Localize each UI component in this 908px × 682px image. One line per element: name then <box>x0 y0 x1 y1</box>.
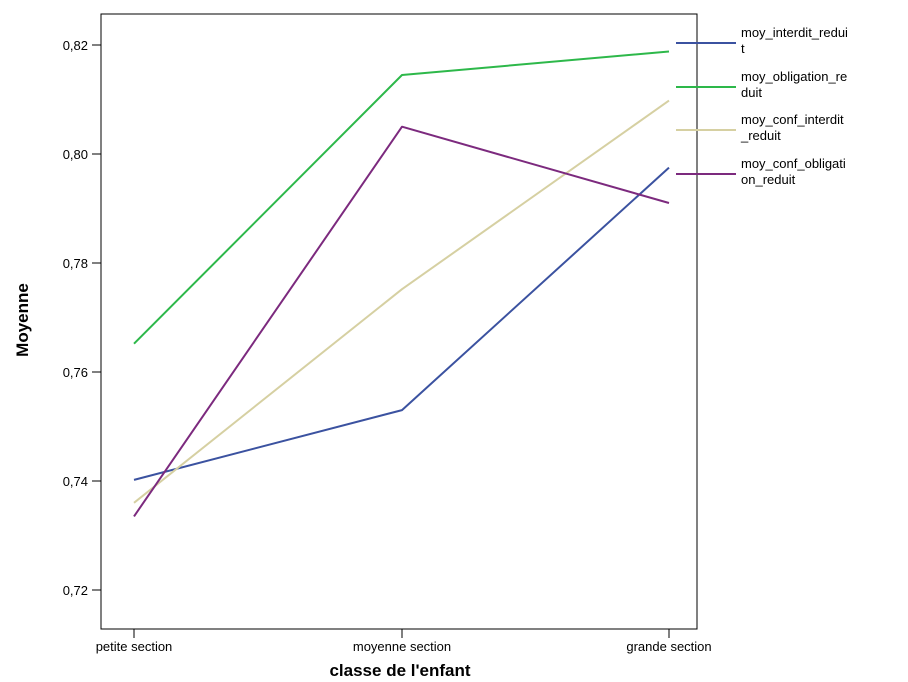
y-axis-title: Moyenne <box>13 283 32 357</box>
series-lines <box>133 50 670 517</box>
legend-label: duit <box>741 85 762 100</box>
x-tick-label: petite section <box>96 639 173 654</box>
y-tick-label: 0,76 <box>63 365 88 380</box>
plot-frame <box>100 13 698 630</box>
legend-label: t <box>741 41 745 56</box>
series-line <box>133 166 670 481</box>
legend-label: on_reduit <box>741 172 796 187</box>
series-line <box>133 99 670 504</box>
legend-label: moy_obligation_re <box>741 69 847 84</box>
y-axis: 0,72 0,74 0,76 0,78 0,80 0,82 <box>63 38 101 598</box>
series-line <box>133 125 670 517</box>
legend-label: moy_interdit_redui <box>741 25 848 40</box>
legend: moy_interdit_reduit moy_obligation_reduit… <box>676 25 848 187</box>
x-axis: petite section moyenne section grande sect… <box>96 629 712 654</box>
legend-label: moy_conf_interdit <box>741 112 844 127</box>
legend-label: _reduit <box>740 128 781 143</box>
x-tick-label: grande section <box>626 639 711 654</box>
y-tick-label: 0,72 <box>63 583 88 598</box>
y-tick-label: 0,78 <box>63 256 88 271</box>
series-line <box>133 50 670 345</box>
y-tick-label: 0,82 <box>63 38 88 53</box>
x-axis-title: classe de l'enfant <box>329 661 470 680</box>
legend-label: moy_conf_obligati <box>741 156 846 171</box>
y-tick-label: 0,80 <box>63 147 88 162</box>
y-tick-label: 0,74 <box>63 474 88 489</box>
x-tick-label: moyenne section <box>353 639 451 654</box>
